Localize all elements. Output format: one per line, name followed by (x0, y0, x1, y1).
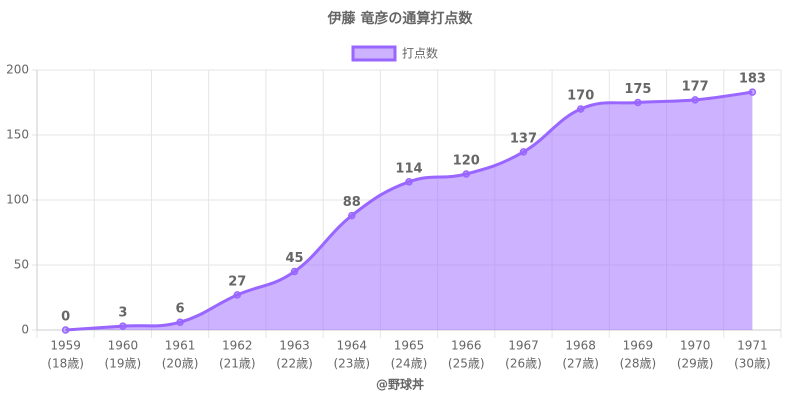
legend-label: 打点数 (402, 46, 438, 61)
x-tick-sublabel: (30歳) (734, 357, 771, 371)
x-tick-sublabel: (22歳) (276, 357, 313, 371)
y-tick-label: 50 (14, 258, 29, 272)
point (634, 98, 642, 107)
value-label: 3 (118, 306, 127, 321)
x-tick-label: 1967 (508, 339, 539, 353)
value-label: 114 (395, 161, 422, 176)
x-tick-label: 1970 (680, 339, 711, 353)
x-tick-label: 1971 (737, 339, 768, 353)
point (748, 88, 757, 96)
y-tick-label: 150 (6, 128, 29, 142)
x-tick-sublabel: (20歳) (162, 357, 199, 371)
x-tick-sublabel: (27歳) (562, 357, 599, 371)
point (290, 267, 299, 276)
value-label: 183 (739, 72, 766, 87)
point (176, 318, 184, 326)
x-tick-label: 1965 (394, 339, 425, 353)
x-tick-sublabel: (25歳) (448, 357, 485, 371)
point (691, 96, 699, 104)
value-label: 137 (510, 131, 537, 146)
y-tick-label: 0 (21, 323, 29, 337)
point (576, 105, 585, 113)
value-label: 120 (453, 154, 480, 169)
x-tick-sublabel: (29歳) (677, 357, 714, 371)
x-tick-sublabel: (23歳) (333, 357, 370, 371)
point (61, 326, 70, 334)
x-tick-sublabel: (21歳) (219, 357, 256, 371)
value-label: 170 (567, 89, 594, 104)
y-tick-label: 100 (6, 193, 29, 207)
value-label: 175 (624, 82, 651, 97)
point (119, 322, 127, 330)
x-tick-label: 1963 (279, 339, 310, 353)
value-label: 27 (228, 274, 246, 289)
x-tick-label: 1964 (336, 339, 367, 353)
point (462, 170, 470, 178)
x-tick-sublabel: (28歳) (620, 357, 657, 371)
value-label: 177 (682, 79, 709, 94)
value-label: 88 (343, 195, 361, 210)
point (348, 211, 356, 220)
footer: @野球丼 (376, 377, 424, 392)
x-tick-label: 1968 (565, 339, 596, 353)
value-label: 45 (285, 251, 303, 266)
point (519, 148, 528, 156)
x-tick-label: 1966 (451, 339, 482, 353)
x-tick-label: 1962 (222, 339, 253, 353)
point (233, 291, 242, 299)
x-tick-label: 1960 (108, 339, 139, 353)
value-label: 0 (61, 310, 70, 325)
value-label: 6 (176, 302, 185, 317)
x-tick-label: 1959 (50, 339, 81, 353)
y-tick-label: 200 (6, 63, 29, 77)
x-tick-label: 1961 (165, 339, 196, 353)
x-tick-sublabel: (26歳) (505, 357, 542, 371)
legend-swatch (351, 45, 397, 62)
chart-title: 伊藤 竜彦の通算打点数 (327, 10, 474, 27)
point (405, 178, 413, 186)
x-tick-label: 1969 (623, 339, 654, 353)
x-tick-sublabel: (19歳) (105, 357, 142, 371)
x-tick-sublabel: (24歳) (391, 357, 428, 371)
x-tick-sublabel: (18歳) (47, 357, 84, 371)
area-fill (65, 92, 753, 330)
